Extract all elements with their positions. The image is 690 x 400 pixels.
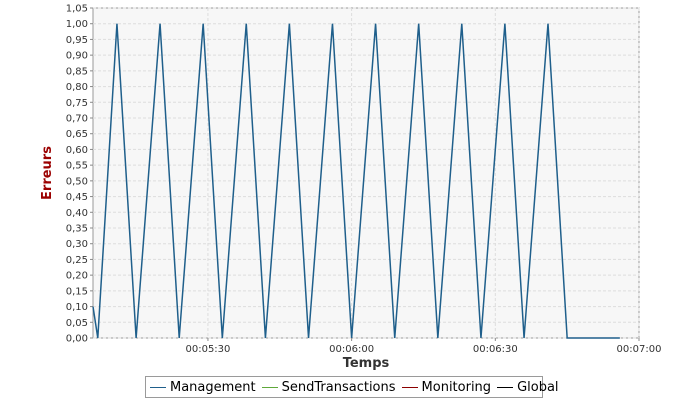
y-tick-label: 0,40 [66,208,88,219]
y-tick-label: 0,90 [66,51,88,62]
y-tick-label: 0,70 [66,114,88,125]
y-tick-label: 0,50 [66,176,88,187]
y-tick-label: 0,65 [66,129,88,140]
legend: Management SendTransactions Monitoring Glob… [145,376,559,398]
y-tick-label: 1,00 [66,19,88,30]
y-tick-label: 0,95 [66,35,88,46]
y-tick-label: 0,60 [66,145,88,156]
legend-swatch [497,386,514,388]
y-tick-label: 0,20 [66,271,88,282]
x-tick-label: 00:05:30 [185,344,230,355]
x-tick-label: 00:06:00 [329,344,374,355]
x-tick-label: 00:07:00 [617,344,662,355]
legend-item-management: Management [150,380,256,395]
grid [93,7,640,339]
series-lines [92,23,620,339]
y-tick-label: 0,80 [66,82,88,93]
x-axis-title: Temps [343,356,390,371]
y-tick-label: 0,10 [66,302,88,313]
legend-label: Management [170,379,256,395]
y-axis-ticks: 0,00 0,05 0,10 0,15 0,20 0,25 0,30 0,35 0,40 0,45… [66,4,93,345]
y-tick-label: 0,35 [66,224,88,235]
legend-swatch [401,386,418,388]
y-tick-label: 0,25 [66,255,88,266]
legend-swatch [150,386,166,388]
legend-label: Monitoring [421,379,492,395]
y-axis-title: Erreurs [40,146,55,200]
y-tick-label: 0,05 [66,318,88,329]
series-line-management [92,23,620,339]
y-tick-label: 0,30 [66,239,88,250]
legend-swatch [261,386,278,388]
y-tick-label: 0,00 [66,334,88,345]
y-tick-label: 0,75 [66,98,88,109]
y-tick-label: 0,85 [66,66,88,77]
y-tick-label: 0,45 [66,192,88,203]
legend-item-monitoring: Monitoring [401,379,492,395]
y-tick-label: 0,55 [66,161,88,172]
x-tick-label: 00:06:30 [473,344,518,355]
x-axis-ticks: 00:05:30 00:06:00 00:06:30 00:07:00 [185,338,661,355]
legend-label: SendTransactions [281,379,396,395]
y-tick-label: 0,15 [66,286,88,297]
legend-item-sendtransactions: SendTransactions [261,379,396,395]
y-tick-label: 1,05 [66,4,88,15]
legend-item-global: Global [497,379,559,395]
legend-label: Global [517,379,559,395]
